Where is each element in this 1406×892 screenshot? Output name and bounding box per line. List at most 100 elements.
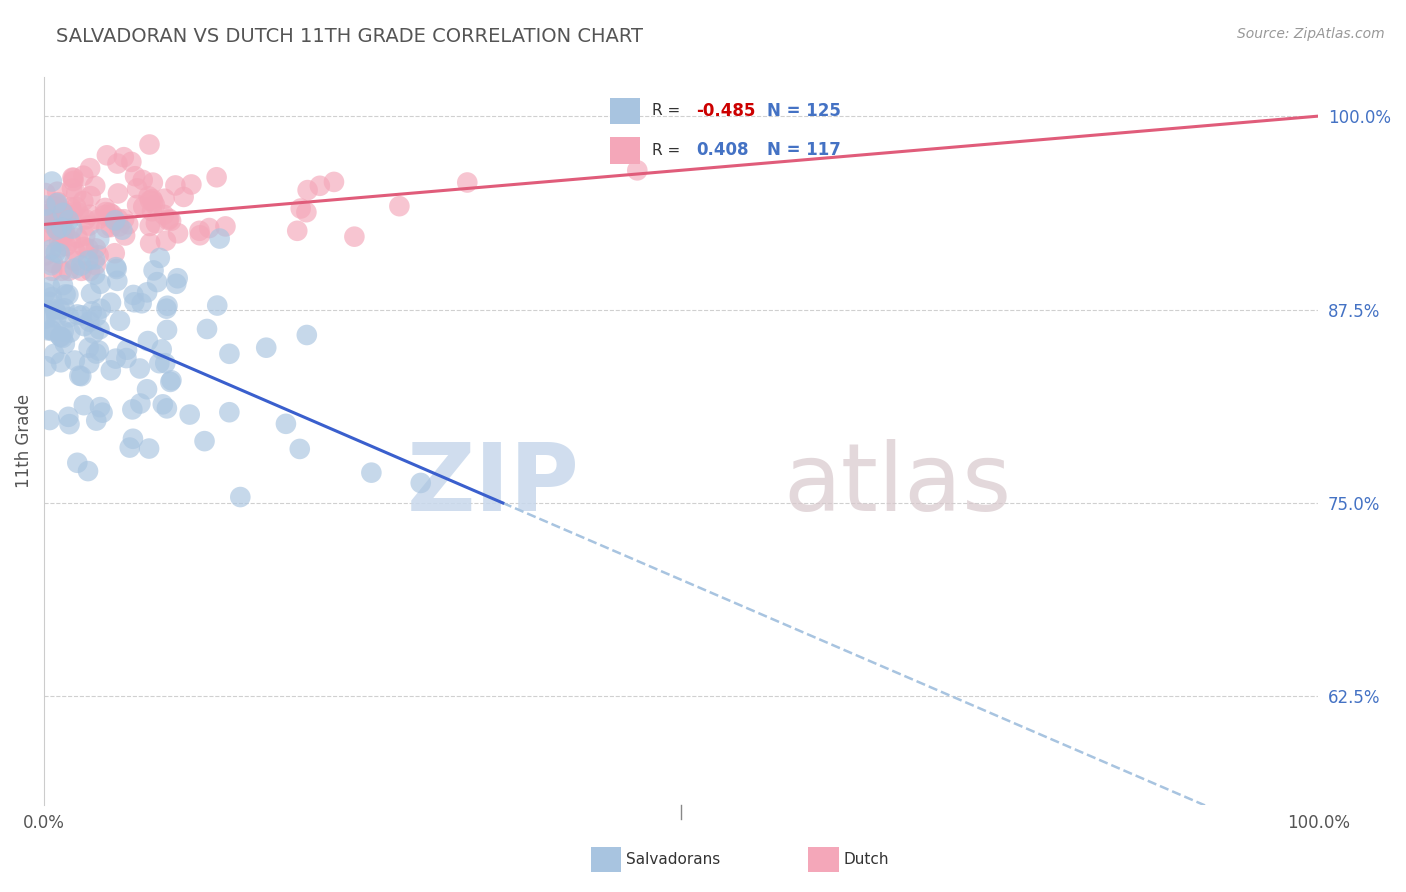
- Point: [55, 208, 77, 222]
- Point: [45, 305, 67, 319]
- Point: [79, 315, 101, 329]
- Point: [104, 351, 127, 366]
- Point: [131, 296, 153, 310]
- Point: [100, 295, 122, 310]
- Point: [73, 319, 96, 334]
- Point: [65, 186, 87, 201]
- Point: [80, 304, 103, 318]
- Point: [63, 353, 86, 368]
- Point: [66, 456, 89, 470]
- Point: [72, 194, 94, 208]
- Point: [75, 212, 97, 227]
- Point: [45, 245, 67, 260]
- Point: [146, 275, 169, 289]
- Point: [141, 204, 163, 219]
- Point: [160, 373, 183, 387]
- Point: [38, 280, 60, 294]
- Point: [77, 464, 100, 478]
- Point: [39, 243, 62, 257]
- Point: [138, 219, 160, 233]
- Point: [141, 192, 163, 206]
- Point: [121, 402, 143, 417]
- Point: [142, 194, 165, 209]
- Y-axis label: 11th Grade: 11th Grade: [15, 394, 32, 488]
- Point: [84, 252, 107, 267]
- Text: ZIP: ZIP: [406, 439, 579, 531]
- Point: [409, 475, 432, 490]
- Point: [155, 234, 177, 248]
- Point: [52, 331, 75, 345]
- Point: [87, 248, 110, 262]
- Point: [112, 150, 135, 164]
- Point: [58, 287, 80, 301]
- Point: [104, 246, 127, 260]
- Point: [38, 295, 60, 310]
- Point: [70, 259, 93, 273]
- Point: [58, 264, 80, 278]
- Point: [34, 224, 56, 238]
- Point: [65, 200, 87, 214]
- Point: [143, 198, 166, 212]
- Point: [52, 324, 75, 338]
- Point: [45, 223, 67, 237]
- Point: [136, 334, 159, 348]
- Point: [39, 229, 62, 244]
- Point: [93, 208, 115, 222]
- Point: [155, 356, 177, 370]
- Point: [127, 198, 149, 212]
- Point: [115, 343, 138, 357]
- Point: [41, 175, 63, 189]
- Point: [84, 414, 107, 428]
- Text: Dutch: Dutch: [844, 853, 889, 867]
- Point: [159, 375, 181, 389]
- Point: [274, 417, 297, 431]
- Point: [207, 299, 229, 313]
- Point: [39, 258, 62, 272]
- Point: [34, 186, 56, 200]
- Point: [41, 290, 63, 304]
- Point: [53, 225, 76, 239]
- Point: [44, 302, 66, 317]
- Point: [58, 409, 80, 424]
- Point: [288, 442, 311, 456]
- Point: [42, 204, 65, 219]
- Point: [46, 196, 69, 211]
- Point: [138, 189, 160, 203]
- Point: [107, 186, 129, 201]
- Point: [34, 248, 56, 262]
- Point: [188, 228, 211, 243]
- Text: Salvadorans: Salvadorans: [626, 853, 720, 867]
- Point: [157, 213, 180, 227]
- Point: [58, 213, 80, 227]
- Point: [55, 239, 77, 253]
- Point: [89, 232, 111, 246]
- Point: [167, 227, 190, 241]
- Point: [58, 417, 80, 432]
- Point: [124, 169, 146, 184]
- Point: [138, 442, 160, 456]
- Point: [156, 401, 179, 416]
- Point: [66, 307, 89, 321]
- Point: [70, 369, 93, 384]
- Point: [295, 328, 318, 343]
- Point: [89, 322, 111, 336]
- Point: [118, 441, 141, 455]
- Point: [98, 206, 121, 220]
- Point: [456, 176, 478, 190]
- Point: [79, 161, 101, 176]
- Point: [138, 137, 160, 152]
- Point: [198, 221, 221, 235]
- Point: [41, 218, 63, 232]
- Point: [127, 181, 149, 195]
- Point: [49, 246, 72, 260]
- Point: [107, 211, 129, 226]
- Text: SALVADORAN VS DUTCH 11TH GRADE CORRELATION CHART: SALVADORAN VS DUTCH 11TH GRADE CORRELATI…: [56, 27, 643, 45]
- Point: [114, 228, 136, 243]
- Point: [39, 323, 62, 337]
- Point: [62, 170, 84, 185]
- Point: [343, 229, 366, 244]
- Point: [208, 231, 231, 245]
- Point: [35, 207, 58, 221]
- Point: [193, 434, 215, 449]
- Point: [77, 242, 100, 256]
